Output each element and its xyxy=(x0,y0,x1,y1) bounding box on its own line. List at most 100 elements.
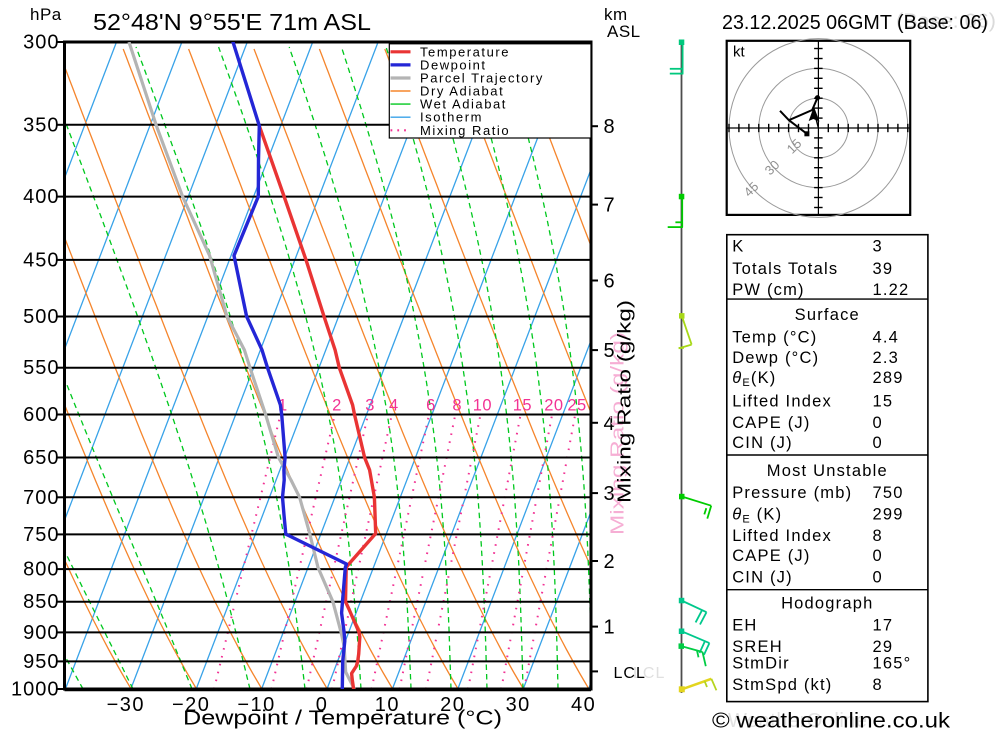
svg-text:Hodograph: Hodograph xyxy=(781,595,873,613)
svg-text:CAPE (J): CAPE (J) xyxy=(732,414,810,432)
svg-text:15: 15 xyxy=(513,397,532,415)
svg-text:LCL: LCL xyxy=(614,665,646,682)
svg-text:km: km xyxy=(604,5,628,24)
svg-text:350: 350 xyxy=(23,114,59,136)
svg-text:hPa: hPa xyxy=(30,5,62,24)
svg-text:Lifted Index: Lifted Index xyxy=(732,392,832,410)
svg-text:29: 29 xyxy=(873,638,894,656)
svg-text:Mixing Ratio (g/kg): Mixing Ratio (g/kg) xyxy=(607,332,628,535)
svg-text:Temperature: Temperature xyxy=(420,44,510,59)
svg-text:θE (K): θE (K) xyxy=(732,505,782,525)
svg-text:950: 950 xyxy=(23,651,59,673)
svg-text:400: 400 xyxy=(23,186,59,208)
svg-text:0: 0 xyxy=(873,414,883,432)
svg-text:299: 299 xyxy=(873,505,904,523)
svg-text:EH: EH xyxy=(732,616,757,634)
svg-text:800: 800 xyxy=(23,559,59,581)
svg-text:0: 0 xyxy=(873,434,883,452)
svg-text:Isotherm: Isotherm xyxy=(420,110,483,125)
svg-text:Mixing Ratio: Mixing Ratio xyxy=(420,123,510,138)
svg-text:52°48'N 9°55'E 71m ASL: 52°48'N 9°55'E 71m ASL xyxy=(93,9,371,35)
svg-text:0: 0 xyxy=(873,547,883,565)
svg-text:850: 850 xyxy=(23,591,59,613)
svg-text:LCL: LCL xyxy=(633,665,665,682)
svg-text:30: 30 xyxy=(506,694,531,716)
svg-text:25: 25 xyxy=(567,397,586,415)
svg-text:20: 20 xyxy=(440,694,465,716)
svg-text:SREH: SREH xyxy=(732,638,783,656)
svg-text:8: 8 xyxy=(604,116,615,138)
svg-text:Wet Adiabat: Wet Adiabat xyxy=(420,97,507,112)
svg-text:CIN (J): CIN (J) xyxy=(732,434,793,452)
svg-text:Lifted Index: Lifted Index xyxy=(732,527,832,545)
svg-text:550: 550 xyxy=(23,357,59,379)
svg-text:2: 2 xyxy=(604,551,615,573)
svg-text:6: 6 xyxy=(604,271,615,293)
svg-text:40: 40 xyxy=(571,694,596,716)
svg-text:StmSpd (kt): StmSpd (kt) xyxy=(732,676,832,694)
svg-text:20: 20 xyxy=(544,397,563,415)
svg-text:4.4: 4.4 xyxy=(873,329,900,347)
svg-text:700: 700 xyxy=(23,487,59,509)
svg-text:Dewpoint: Dewpoint xyxy=(420,57,487,72)
svg-text:Temp (°C): Temp (°C) xyxy=(732,329,817,347)
svg-text:900: 900 xyxy=(23,622,59,644)
svg-text:6: 6 xyxy=(426,397,436,415)
svg-text:1: 1 xyxy=(604,617,615,639)
svg-text:4: 4 xyxy=(604,413,615,435)
svg-text:0: 0 xyxy=(316,694,329,716)
svg-text:−20: −20 xyxy=(172,694,210,716)
svg-text:8: 8 xyxy=(873,527,883,545)
svg-text:300: 300 xyxy=(23,32,59,54)
svg-text:750: 750 xyxy=(873,484,904,502)
svg-text:4: 4 xyxy=(389,397,399,415)
svg-text:0: 0 xyxy=(873,569,883,587)
svg-text:2: 2 xyxy=(332,397,342,415)
svg-text:3: 3 xyxy=(604,483,615,505)
svg-text:1.22: 1.22 xyxy=(873,281,910,299)
svg-text:7: 7 xyxy=(604,195,615,217)
svg-text:WeatherOnline: WeatherOnline xyxy=(728,710,868,732)
svg-text:© weatheronline.co.uk: © weatheronline.co.uk xyxy=(712,710,951,733)
svg-text:10: 10 xyxy=(375,694,400,716)
svg-text:Dewpoint / Temperature (°C): Dewpoint / Temperature (°C) xyxy=(183,708,502,730)
svg-text:−30: −30 xyxy=(107,694,145,716)
svg-text:Surface: Surface xyxy=(795,306,860,324)
svg-text:1000: 1000 xyxy=(11,679,60,701)
svg-text:θE(K): θE(K) xyxy=(732,369,776,389)
svg-text:kt: kt xyxy=(733,44,746,61)
svg-text:ASL: ASL xyxy=(607,22,641,41)
svg-text:3: 3 xyxy=(365,397,375,415)
svg-text:Dry Adiabat: Dry Adiabat xyxy=(420,84,504,99)
svg-text:8: 8 xyxy=(452,397,462,415)
svg-text:39: 39 xyxy=(873,260,894,278)
svg-text:Mixing Ratio (g/kg): Mixing Ratio (g/kg) xyxy=(614,300,635,503)
svg-text:17: 17 xyxy=(873,616,894,634)
svg-text:2.3: 2.3 xyxy=(873,349,900,367)
svg-text:10: 10 xyxy=(473,397,492,415)
svg-text:15: 15 xyxy=(873,392,894,410)
svg-text:750: 750 xyxy=(23,524,59,546)
svg-text:Totals Totals: Totals Totals xyxy=(732,260,838,278)
svg-text:Dewp (°C): Dewp (°C) xyxy=(732,349,819,367)
svg-text:500: 500 xyxy=(23,306,59,328)
svg-text:3: 3 xyxy=(873,238,883,256)
svg-text:CIN (J): CIN (J) xyxy=(732,569,793,587)
svg-text:650: 650 xyxy=(23,447,59,469)
svg-text:8: 8 xyxy=(873,676,883,694)
svg-text:165°: 165° xyxy=(873,654,912,672)
svg-text:StmDir: StmDir xyxy=(732,654,790,672)
svg-text:1: 1 xyxy=(278,397,288,415)
svg-text:289: 289 xyxy=(873,369,904,387)
svg-text:(Base: 06): (Base: 06) xyxy=(896,10,996,33)
svg-text:450: 450 xyxy=(23,249,59,271)
svg-text:−10: −10 xyxy=(237,694,275,716)
svg-text:5: 5 xyxy=(604,340,615,362)
svg-text:23.12.2025 06GMT (Base: 06): 23.12.2025 06GMT (Base: 06) xyxy=(722,11,988,34)
svg-text:K: K xyxy=(732,238,744,256)
svg-text:CAPE (J): CAPE (J) xyxy=(732,547,810,565)
svg-text:PW (cm): PW (cm) xyxy=(732,281,805,299)
svg-text:600: 600 xyxy=(23,404,59,426)
svg-text:Parcel Trajectory: Parcel Trajectory xyxy=(420,71,544,86)
svg-text:Most Unstable: Most Unstable xyxy=(767,462,888,480)
